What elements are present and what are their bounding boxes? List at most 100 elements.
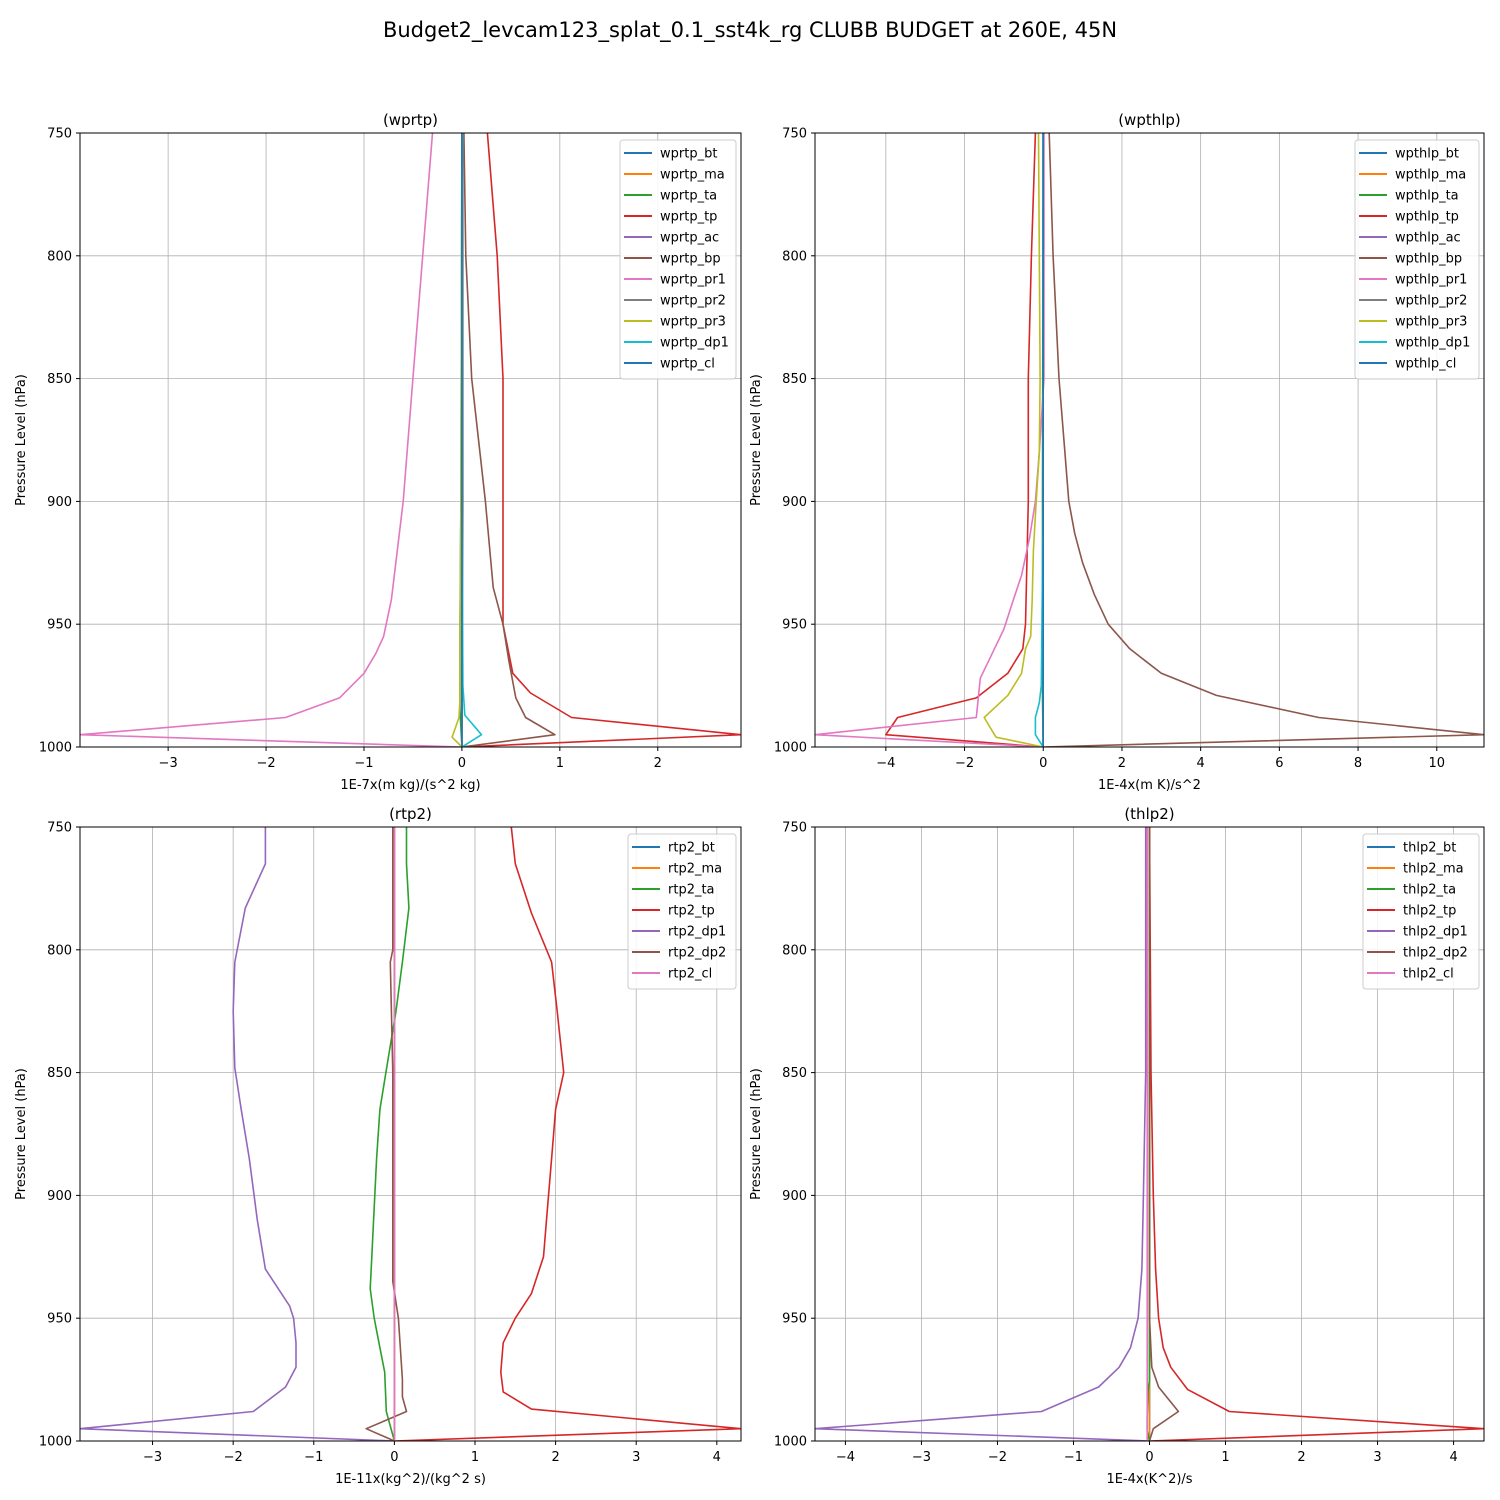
- legend-entry: wprtp_pr1: [660, 273, 726, 288]
- panels: −3 −2 −1 0 1 2 750 800 850 900 950 1000 (wprtp) 1E-7x…: [14, 111, 1485, 1487]
- legend-entry: wpthlp_pr1: [1395, 273, 1467, 288]
- x-tick-label: −2: [988, 1450, 1007, 1465]
- y-tick-label: 850: [47, 1066, 72, 1081]
- series-wpthlp_pr3: [983, 133, 1044, 747]
- legend-entry: rtp2_tp: [668, 904, 715, 919]
- x-tick-label: 0: [390, 1450, 398, 1465]
- legend-entry: rtp2_bt: [668, 841, 715, 856]
- x-tick-label: −3: [143, 1450, 162, 1465]
- x-tick-label: −3: [159, 756, 178, 771]
- series-group: [815, 827, 1484, 1441]
- series-rtp2_dp1: [80, 827, 395, 1441]
- y-axis-label: Pressure Level (hPa): [14, 374, 29, 506]
- legend-entry: wprtp_bp: [660, 252, 721, 267]
- y-tick-label: 850: [47, 372, 72, 387]
- legend-box: [1354, 139, 1480, 380]
- x-tick-label: 3: [632, 1450, 640, 1465]
- legend-entry: rtp2_cl: [668, 967, 712, 982]
- y-tick-label: 750: [47, 821, 72, 836]
- legend-entry: wpthlp_bp: [1395, 252, 1462, 267]
- y-axis-label: Pressure Level (hPa): [749, 1068, 764, 1200]
- legend-entry: thlp2_cl: [1403, 967, 1454, 982]
- series-rtp2_ta: [369, 827, 410, 1441]
- y-tick-label: 800: [47, 943, 72, 958]
- y-tick-label: 750: [782, 127, 807, 142]
- x-tick-label: 8: [1354, 756, 1362, 771]
- legend-entry: thlp2_bt: [1403, 841, 1456, 856]
- x-tick-label: −4: [876, 756, 895, 771]
- legend-entry: wprtp_ta: [660, 189, 717, 204]
- legend: thlp2_bt thlp2_ma thlp2_ta thlp2_tp thlp2_dp…: [1362, 833, 1480, 990]
- legend-entry: wpthlp_tp: [1395, 210, 1459, 225]
- series-thlp2_tp: [1148, 827, 1484, 1441]
- series-wpthlp_bp: [1043, 133, 1484, 747]
- x-tick-label: 1: [471, 1450, 479, 1465]
- legend-entry: wpthlp_pr3: [1395, 315, 1467, 330]
- x-tick-label: 10: [1429, 756, 1446, 771]
- legend-entry: wpthlp_ac: [1395, 231, 1461, 246]
- axes-frame: [79, 132, 742, 748]
- y-tick-label: 750: [47, 127, 72, 142]
- axes-frame: [814, 132, 1485, 748]
- legend-entry: wprtp_tp: [660, 210, 717, 225]
- legend-entry: rtp2_dp2: [668, 946, 726, 961]
- y-tick-label: 1000: [39, 1435, 72, 1450]
- panel-3: −4 −3 −2 −1 0 1 2 3 4 750 800 850 900 950 1000 (thlp2) 1…: [749, 805, 1485, 1487]
- legend-box: [619, 139, 737, 380]
- legend-entry: wpthlp_bt: [1395, 147, 1459, 162]
- y-tick-label: 850: [782, 1066, 807, 1081]
- legend-entry: wpthlp_ta: [1395, 189, 1459, 204]
- x-tick-label: 4: [1449, 1450, 1457, 1465]
- legend: wprtp_bt wprtp_ma wprtp_ta wprtp_tp wprtp_ac…: [619, 139, 737, 380]
- x-tick-label: 2: [654, 756, 662, 771]
- series-wpthlp_tp: [884, 133, 1044, 747]
- x-tick-label: −4: [836, 1450, 855, 1465]
- legend-entry: wprtp_cl: [660, 357, 715, 372]
- panel-title: (wpthlp): [1118, 111, 1181, 129]
- series-wprtp_pr3: [451, 133, 463, 747]
- panel-2: −3 −2 −1 0 1 2 3 4 750 800 850 900 950 1000 (rtp2) 1E-1…: [14, 805, 742, 1487]
- legend-entry: wprtp_ac: [660, 231, 719, 246]
- legend-entry: rtp2_ma: [668, 862, 722, 877]
- y-tick-label: 950: [47, 618, 72, 633]
- panel-1: −4 −2 0 2 4 6 8 10 750 800 850 900 950 1000 (wpthlp) 1E…: [749, 111, 1485, 793]
- legend-entry: rtp2_dp1: [668, 925, 726, 940]
- series-group: [815, 133, 1484, 747]
- legend-entry: thlp2_dp1: [1403, 925, 1468, 940]
- panel-0: −3 −2 −1 0 1 2 750 800 850 900 950 1000 (wprtp) 1E-7x…: [14, 111, 742, 793]
- legend: wpthlp_bt wpthlp_ma wpthlp_ta wpthlp_tpwpth…: [1354, 139, 1480, 380]
- x-tick-label: 6: [1275, 756, 1283, 771]
- legend-entry: rtp2_ta: [668, 883, 715, 898]
- x-tick-label: 2: [1297, 1450, 1305, 1465]
- legend-entry: wpthlp_ma: [1395, 168, 1466, 183]
- panel-title: (wprtp): [383, 111, 438, 129]
- x-axis-label: 1E-4x(K^2)/s: [1106, 1472, 1192, 1487]
- x-tick-label: −1: [304, 1450, 323, 1465]
- x-tick-label: 2: [551, 1450, 559, 1465]
- y-tick-label: 900: [782, 495, 807, 510]
- x-axis-label: 1E-11x(kg^2)/(kg^2 s): [335, 1472, 486, 1487]
- y-tick-label: 800: [47, 249, 72, 264]
- series-wprtp_pr1: [80, 133, 462, 747]
- axes-frame: [79, 826, 742, 1442]
- legend-entry: wprtp_dp1: [660, 336, 729, 351]
- y-tick-label: 1000: [774, 1435, 807, 1450]
- legend-box: [1362, 833, 1480, 990]
- y-tick-label: 900: [47, 1189, 72, 1204]
- y-tick-label: 900: [47, 495, 72, 510]
- panel-title: (thlp2): [1124, 805, 1174, 823]
- x-tick-label: 1: [1221, 1450, 1229, 1465]
- figure-title: Budget2_levcam123_splat_0.1_sst4k_rg CLU…: [383, 18, 1117, 43]
- x-axis-label: 1E-7x(m kg)/(s^2 kg): [340, 778, 480, 793]
- y-tick-label: 900: [782, 1189, 807, 1204]
- x-tick-label: 3: [1373, 1450, 1381, 1465]
- legend-entry: thlp2_tp: [1403, 904, 1456, 919]
- legend-entry: wprtp_ma: [660, 168, 725, 183]
- legend-entry: thlp2_dp2: [1403, 946, 1468, 961]
- legend-entry: wprtp_bt: [660, 147, 717, 162]
- x-tick-label: −1: [354, 756, 373, 771]
- legend-entry: thlp2_ta: [1403, 883, 1456, 898]
- x-tick-label: −1: [1064, 1450, 1083, 1465]
